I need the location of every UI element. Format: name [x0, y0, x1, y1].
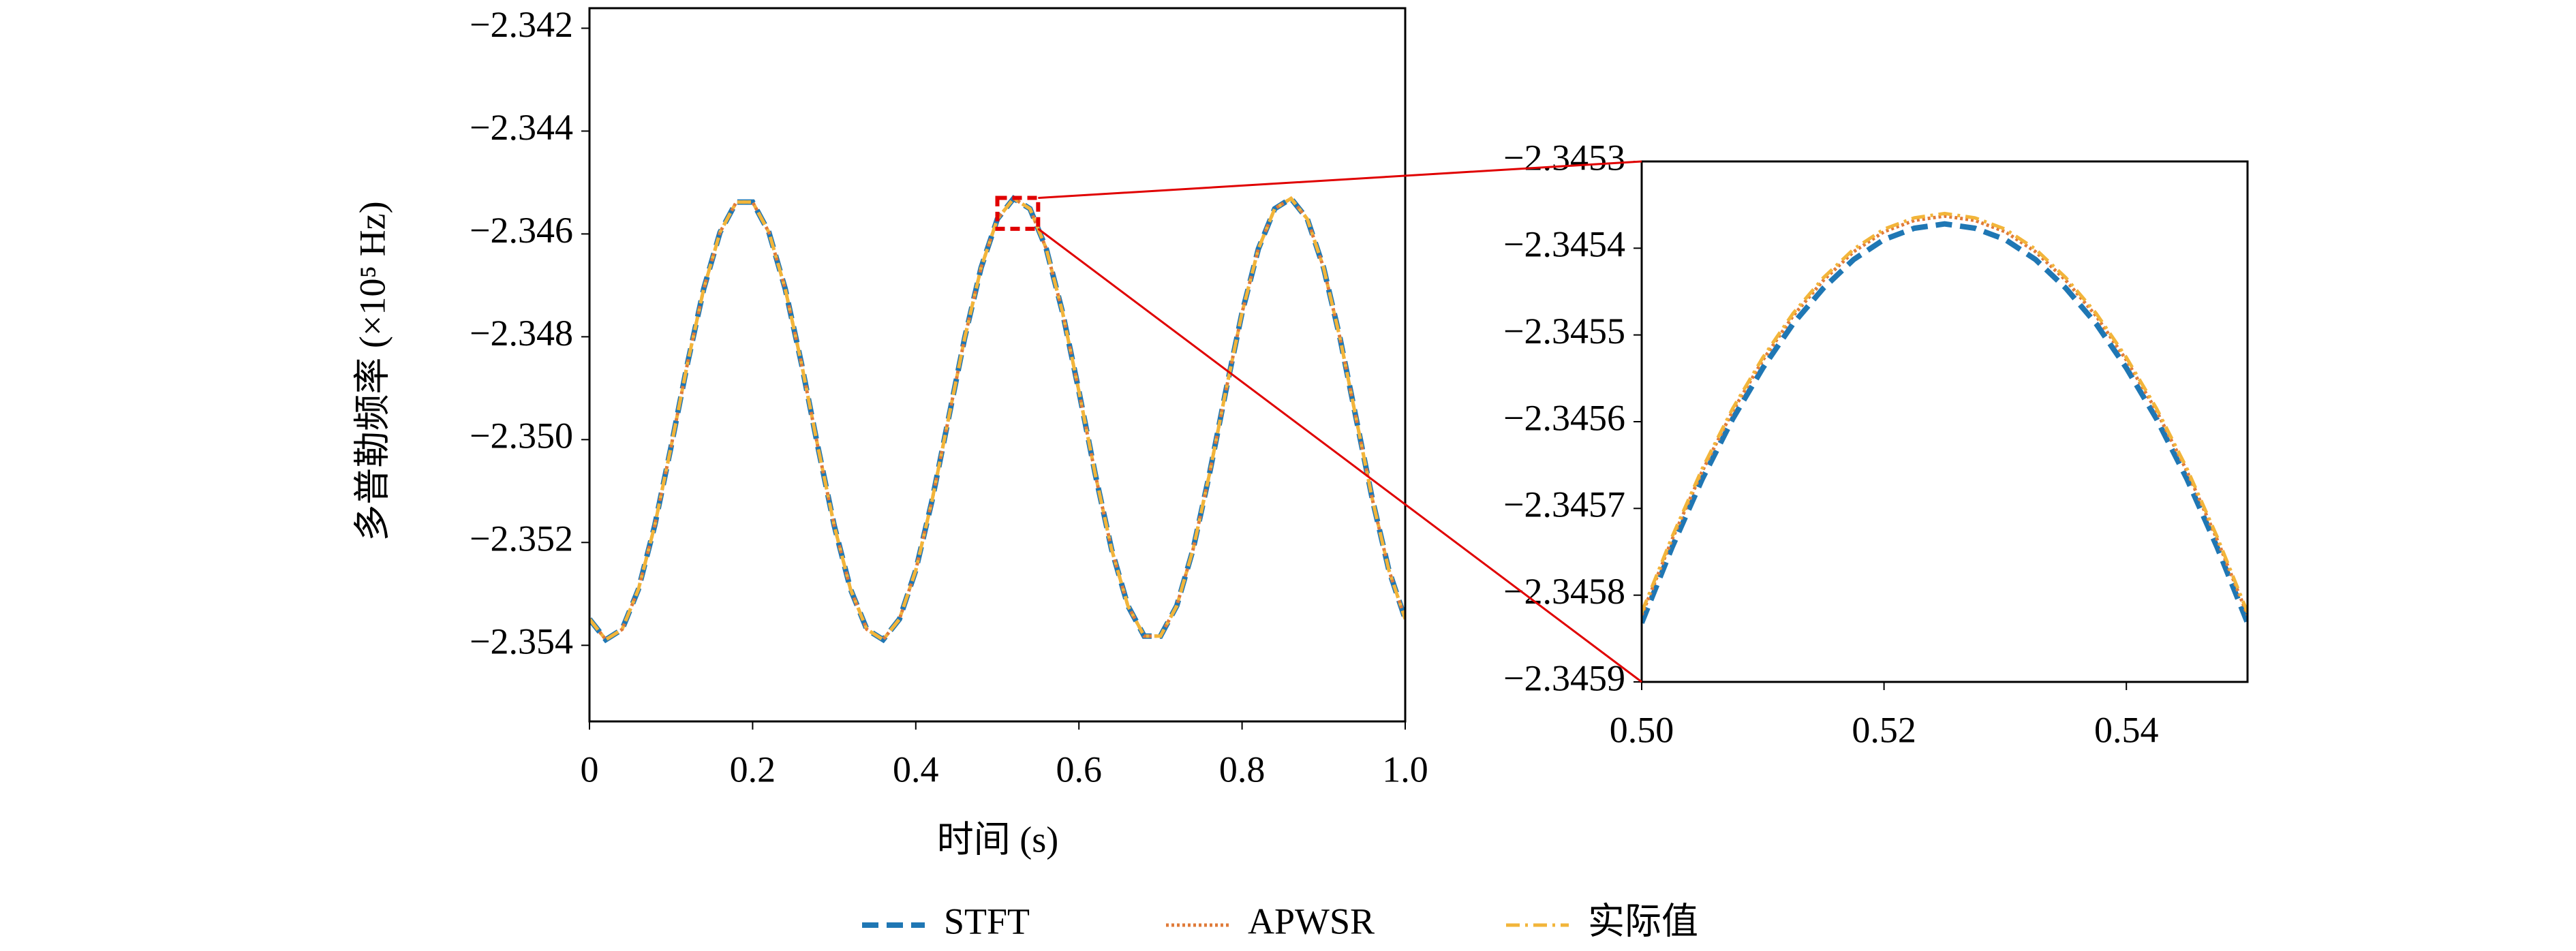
y-tick-label: −2.342 [470, 4, 573, 45]
x-tick-label: 1.0 [1382, 749, 1428, 790]
series-line [589, 196, 1405, 642]
y-tick-label: −2.3453 [1503, 137, 1625, 178]
zoom-connector [1037, 228, 1642, 683]
y-tick-label: −2.3456 [1503, 397, 1625, 438]
y-axis-label: 多普勒频率 (×10⁵ Hz) [352, 201, 393, 541]
x-tick-label: 0.4 [893, 749, 939, 790]
y-tick-label: −2.346 [470, 210, 573, 251]
legend-label: APWSR [1248, 901, 1375, 941]
plot-area [1642, 211, 2248, 624]
y-tick-label: −2.3458 [1503, 571, 1625, 612]
x-tick-label: 0.50 [1610, 709, 1674, 750]
series-line [1642, 211, 2248, 614]
y-tick-label: −2.3457 [1503, 484, 1625, 525]
x-tick-label: 0.8 [1219, 749, 1266, 790]
y-tick-label: −2.3454 [1503, 224, 1625, 265]
x-tick-label: 0.6 [1056, 749, 1102, 790]
x-axis-label: 时间 (s) [937, 819, 1058, 860]
y-tick-label: −2.3459 [1503, 657, 1625, 698]
x-tick-label: 0 [581, 749, 599, 790]
series-line [1642, 221, 2248, 624]
y-tick-label: −2.348 [470, 313, 573, 354]
y-tick-label: −2.354 [470, 621, 573, 662]
plot-frame [1640, 160, 2249, 683]
x-tick-label: 0.2 [730, 749, 776, 790]
legend-label: STFT [944, 901, 1030, 941]
y-tick-label: −2.350 [470, 416, 573, 456]
y-tick-label: −2.344 [470, 107, 573, 148]
y-tick-label: −2.3455 [1503, 311, 1625, 352]
zoom-region [995, 196, 1041, 231]
x-tick-label: 0.52 [1852, 709, 1916, 750]
legend-label: 实际值 [1588, 901, 1698, 941]
plot-frame [588, 7, 1407, 723]
y-tick-label: −2.352 [470, 518, 573, 559]
x-tick-label: 0.54 [2094, 709, 2159, 750]
zoom-connector [1038, 160, 1642, 200]
series-line [1642, 214, 2248, 616]
